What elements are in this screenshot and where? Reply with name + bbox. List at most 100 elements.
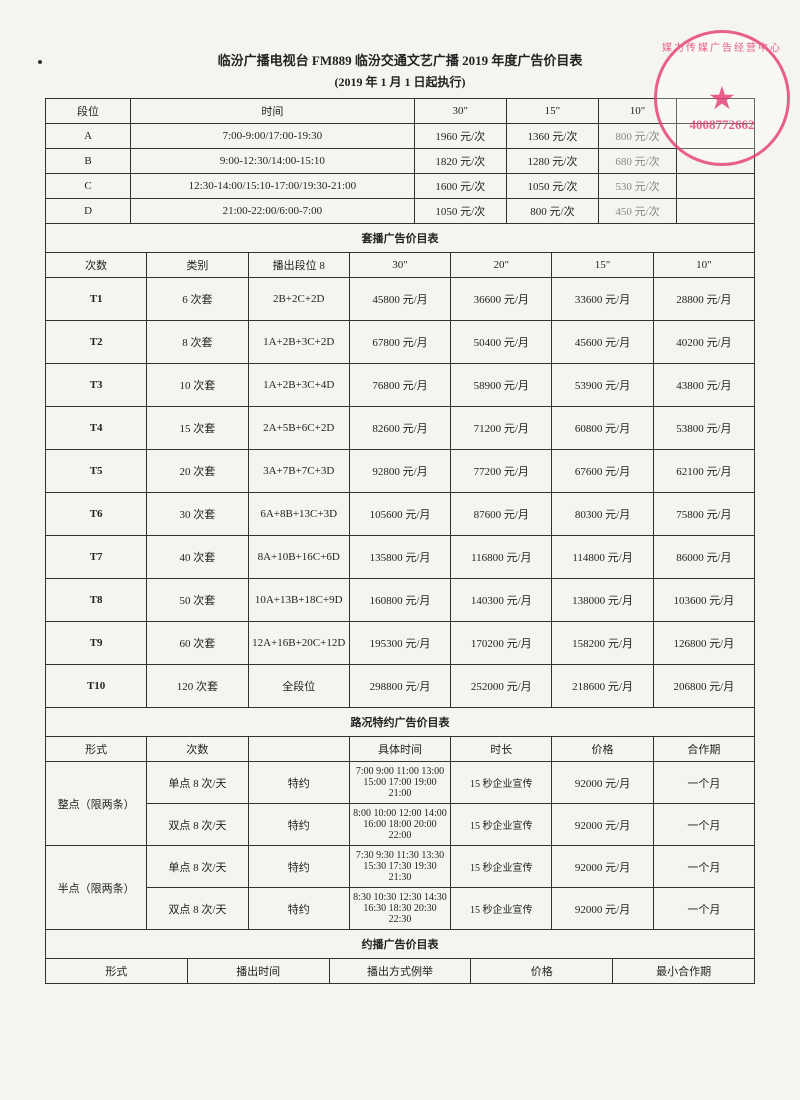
- col-15s: 15": [506, 99, 598, 124]
- cell-p30: 1960 元/次: [414, 124, 506, 149]
- cell-form: 整点（限两条）: [46, 762, 147, 846]
- cell-p10: 43800 元/月: [653, 364, 754, 407]
- table-row: 双点 8 次/天 特约 8:00 10:00 12:00 14:00 16:00…: [46, 804, 755, 846]
- cell-count: 双点 8 次/天: [147, 804, 248, 846]
- col-term: 合作期: [653, 737, 754, 762]
- table-row: T6 30 次套 6A+8B+13C+3D 105600 元/月 87600 元…: [46, 493, 755, 536]
- col-segment: 段位: [46, 99, 131, 124]
- cell-seg: B: [46, 149, 131, 174]
- cell-p10: 40200 元/月: [653, 321, 754, 364]
- page-subtitle: (2019 年 1 月 1 日起执行): [45, 73, 755, 90]
- cell-p30: 67800 元/月: [349, 321, 450, 364]
- cell-p15: 1360 元/次: [506, 124, 598, 149]
- cell-time: 8:30 10:30 12:30 14:30 16:30 18:30 20:30…: [349, 888, 450, 930]
- cell-p15: 114800 元/月: [552, 536, 653, 579]
- cell-blank: [676, 174, 754, 199]
- cell-term: 一个月: [653, 846, 754, 888]
- cell-code: T2: [46, 321, 147, 364]
- cell-p30: 135800 元/月: [349, 536, 450, 579]
- col-20s: 20": [451, 253, 552, 278]
- cell-p30: 298800 元/月: [349, 665, 450, 708]
- cell-p30: 76800 元/月: [349, 364, 450, 407]
- table-row: T10 120 次套 全段位 298800 元/月 252000 元/月 218…: [46, 665, 755, 708]
- cell-time: 8:00 10:00 12:00 14:00 16:00 18:00 20:00…: [349, 804, 450, 846]
- cell-cat: 6 次套: [147, 278, 248, 321]
- table-row: T7 40 次套 8A+10B+16C+6D 135800 元/月 116800…: [46, 536, 755, 579]
- cell-p10: 62100 元/月: [653, 450, 754, 493]
- section3-title: 路况特约广告价目表: [46, 708, 755, 737]
- cell-term: 一个月: [653, 888, 754, 930]
- section4-title: 约播广告价目表: [46, 930, 755, 959]
- table-header-row: 形式 次数 具体时间 时长 价格 合作期: [46, 737, 755, 762]
- cell-te: 特约: [248, 888, 349, 930]
- cell-p15: 60800 元/月: [552, 407, 653, 450]
- cell-cat: 40 次套: [147, 536, 248, 579]
- cell-price: 92000 元/月: [552, 762, 653, 804]
- cell-p30: 1820 元/次: [414, 149, 506, 174]
- cell-count: 双点 8 次/天: [147, 888, 248, 930]
- cell-seg: 2A+5B+6C+2D: [248, 407, 349, 450]
- cell-code: T4: [46, 407, 147, 450]
- cell-p30: 92800 元/月: [349, 450, 450, 493]
- cell-p20: 77200 元/月: [451, 450, 552, 493]
- table-row: 半点（限两条）单点 8 次/天 特约 7:30 9:30 11:30 13:30…: [46, 846, 755, 888]
- cell-p30: 1050 元/次: [414, 199, 506, 224]
- cell-p20: 71200 元/月: [451, 407, 552, 450]
- cell-cat: 30 次套: [147, 493, 248, 536]
- cell-cat: 10 次套: [147, 364, 248, 407]
- cell-p15: 218600 元/月: [552, 665, 653, 708]
- stamp-text: 媒力传媒广告经营中心: [662, 39, 782, 54]
- cell-p30: 105600 元/月: [349, 493, 450, 536]
- cell-cat: 8 次套: [147, 321, 248, 364]
- cell-code: T5: [46, 450, 147, 493]
- cell-p10: 28800 元/月: [653, 278, 754, 321]
- cell-p15: 1280 元/次: [506, 149, 598, 174]
- cell-p10: 530 元/次: [599, 174, 677, 199]
- cell-seg: D: [46, 199, 131, 224]
- cell-term: 一个月: [653, 762, 754, 804]
- cell-p15: 53900 元/月: [552, 364, 653, 407]
- table-row: 双点 8 次/天 特约 8:30 10:30 12:30 14:30 16:30…: [46, 888, 755, 930]
- table-row: T1 6 次套 2B+2C+2D 45800 元/月 36600 元/月 336…: [46, 278, 755, 321]
- table-header-row: 段位 时间 30" 15" 10": [46, 99, 755, 124]
- cell-dur: 15 秒企业宣传: [451, 888, 552, 930]
- cell-p30: 160800 元/月: [349, 579, 450, 622]
- cell-p30: 45800 元/月: [349, 278, 450, 321]
- table-row: D 21:00-22:00/6:00-7:00 1050 元/次 800 元/次…: [46, 199, 755, 224]
- cell-p20: 140300 元/月: [451, 579, 552, 622]
- cell-time: 12:30-14:00/15:10-17:00/19:30-21:00: [131, 174, 415, 199]
- cell-p30: 82600 元/月: [349, 407, 450, 450]
- cell-p20: 36600 元/月: [451, 278, 552, 321]
- col-count: 次数: [147, 737, 248, 762]
- cell-p30: 1600 元/次: [414, 174, 506, 199]
- cell-seg: 2B+2C+2D: [248, 278, 349, 321]
- cell-code: T3: [46, 364, 147, 407]
- table-row: A 7:00-9:00/17:00-19:30 1960 元/次 1360 元/…: [46, 124, 755, 149]
- col-time: 具体时间: [349, 737, 450, 762]
- company-stamp: 媒力传媒广告经营中心 ★ 4008772662: [654, 30, 790, 166]
- cell-p15: 45600 元/月: [552, 321, 653, 364]
- cell-te: 特约: [248, 846, 349, 888]
- cell-p10: 680 元/次: [599, 149, 677, 174]
- col-price: 价格: [552, 737, 653, 762]
- cell-p20: 170200 元/月: [451, 622, 552, 665]
- col-count: 次数: [46, 253, 147, 278]
- col-minterm: 最小合作期: [613, 959, 755, 984]
- cell-count: 单点 8 次/天: [147, 762, 248, 804]
- cell-seg: 全段位: [248, 665, 349, 708]
- cell-code: T1: [46, 278, 147, 321]
- table-row: T5 20 次套 3A+7B+7C+3D 92800 元/月 77200 元/月…: [46, 450, 755, 493]
- cell-seg: A: [46, 124, 131, 149]
- cell-p20: 252000 元/月: [451, 665, 552, 708]
- cell-dur: 15 秒企业宣传: [451, 762, 552, 804]
- table-header-row: 次数 类别 播出段位 8 30" 20" 15" 10": [46, 253, 755, 278]
- col-duration: 时长: [451, 737, 552, 762]
- cell-seg: 1A+2B+3C+2D: [248, 321, 349, 364]
- stamp-phone: 4008772662: [690, 117, 755, 133]
- cell-p15: 158200 元/月: [552, 622, 653, 665]
- cell-te: 特约: [248, 762, 349, 804]
- cell-p10: 206800 元/月: [653, 665, 754, 708]
- cell-seg: C: [46, 174, 131, 199]
- table-row: C 12:30-14:00/15:10-17:00/19:30-21:00 16…: [46, 174, 755, 199]
- cell-p15: 138000 元/月: [552, 579, 653, 622]
